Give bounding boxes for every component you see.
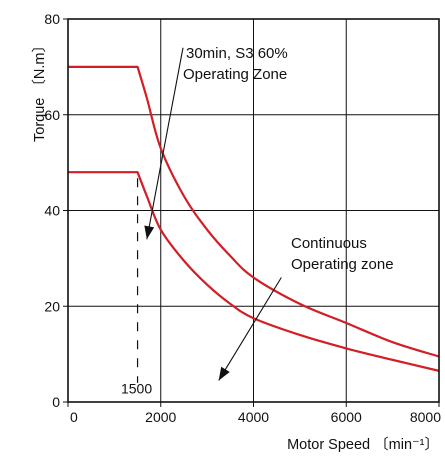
tick-labels: 0 2000 4000 6000 8000 0 20 40 60 80 (44, 11, 441, 425)
y-tick-label: 0 (52, 394, 60, 410)
base-speed-label: 1500 (121, 380, 152, 396)
annotation-continuous-line-1: Continuous (291, 235, 367, 252)
y-tick-label: 60 (44, 107, 60, 123)
series-layer (68, 65, 440, 372)
x-tick-label: 4000 (238, 409, 269, 425)
base-speed-marker: 1500 (121, 178, 152, 396)
grid (68, 19, 439, 402)
x-tick-label: 2000 (145, 409, 176, 425)
annotation-continuous-arrow-head (218, 366, 230, 381)
annotation-s3-line-2: Operating Zone (183, 66, 287, 83)
x-tick-label: 6000 (331, 409, 362, 425)
x-axis-label: Motor Speed 〔min⁻¹〕 (287, 436, 439, 453)
y-tick-label: 80 (44, 11, 60, 27)
annotations: 30min, S3 60% Operating Zone Continuous Ope… (144, 45, 394, 381)
y-tick-label: 20 (44, 298, 60, 314)
y-tick-label: 40 (44, 203, 60, 219)
annotation-s3-arrow-head (144, 225, 155, 240)
x-tick-label: 8000 (410, 409, 441, 425)
annotation-s3-arrow-shaft (146, 47, 184, 240)
annotation-s3-line-1: 30min, S3 60% (186, 45, 288, 62)
torque-curve-2 (68, 171, 440, 372)
annotation-continuous-line-2: Operating zone (291, 256, 394, 273)
y-axis-label: Torque 〔N.m〕 (31, 38, 48, 142)
annotation-continuous-arrow-shaft (218, 277, 282, 381)
torque-curve-1 (68, 65, 440, 358)
x-tick-label: 0 (70, 409, 78, 425)
